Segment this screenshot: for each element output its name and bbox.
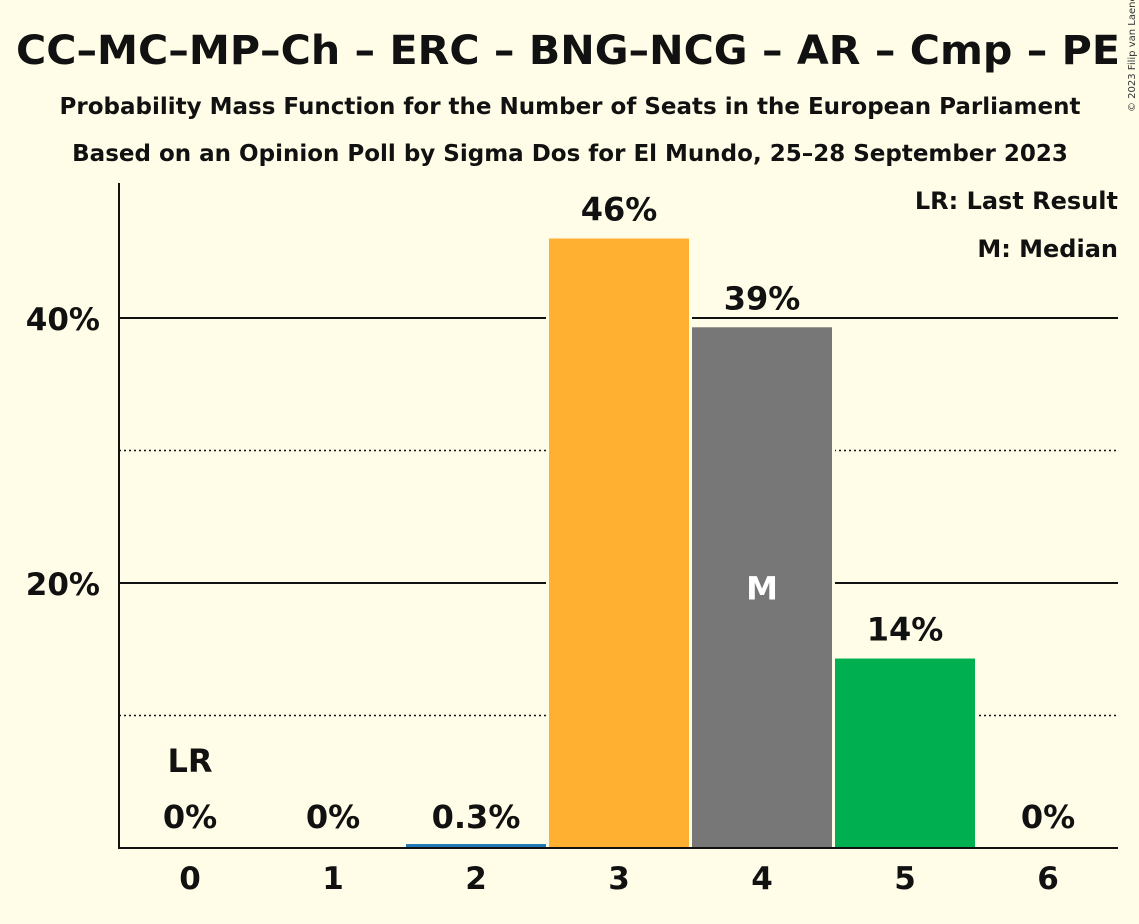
bar xyxy=(692,327,832,848)
last-result-marker: LR xyxy=(167,742,212,780)
data-label: 46% xyxy=(581,191,658,229)
chart-source: Based on an Opinion Poll by Sigma Dos fo… xyxy=(72,141,1068,167)
x-tick-label: 5 xyxy=(894,861,916,897)
copyright-text: © 2023 Filip van Laenen xyxy=(1127,0,1138,112)
bar xyxy=(835,658,975,848)
x-tick-label: 4 xyxy=(751,861,773,897)
x-tick-label: 6 xyxy=(1037,861,1059,897)
x-tick-label: 2 xyxy=(465,861,487,897)
y-tick-label: 20% xyxy=(26,567,100,603)
x-tick-label: 1 xyxy=(322,861,344,897)
chart-subtitle: Probability Mass Function for the Number… xyxy=(60,94,1081,120)
x-tick-label: 0 xyxy=(179,861,201,897)
bar xyxy=(406,844,546,848)
data-label: 0% xyxy=(306,798,360,836)
data-label: 0.3% xyxy=(432,798,521,836)
bar xyxy=(549,238,689,848)
data-label: 0% xyxy=(163,798,217,836)
y-tick-label: 40% xyxy=(26,302,100,338)
legend-last-result: LR: Last Result xyxy=(915,187,1118,215)
median-marker: M xyxy=(746,570,778,608)
axes: 20% 40% 0 1 2 3 4 5 6 xyxy=(26,183,1118,897)
chart-title: CC–MC–MP–Ch – ERC – BNG–NCG – AR – Cmp –… xyxy=(16,28,1120,74)
legend-median: M: Median xyxy=(977,235,1118,263)
data-labels: 0% 0% 0.3% 46% 39% 14% 0% LR M xyxy=(163,191,1075,837)
data-label: 39% xyxy=(724,279,801,317)
data-label: 14% xyxy=(867,611,944,649)
data-label: 0% xyxy=(1021,798,1075,836)
bars xyxy=(403,235,978,848)
x-tick-label: 3 xyxy=(608,861,630,897)
